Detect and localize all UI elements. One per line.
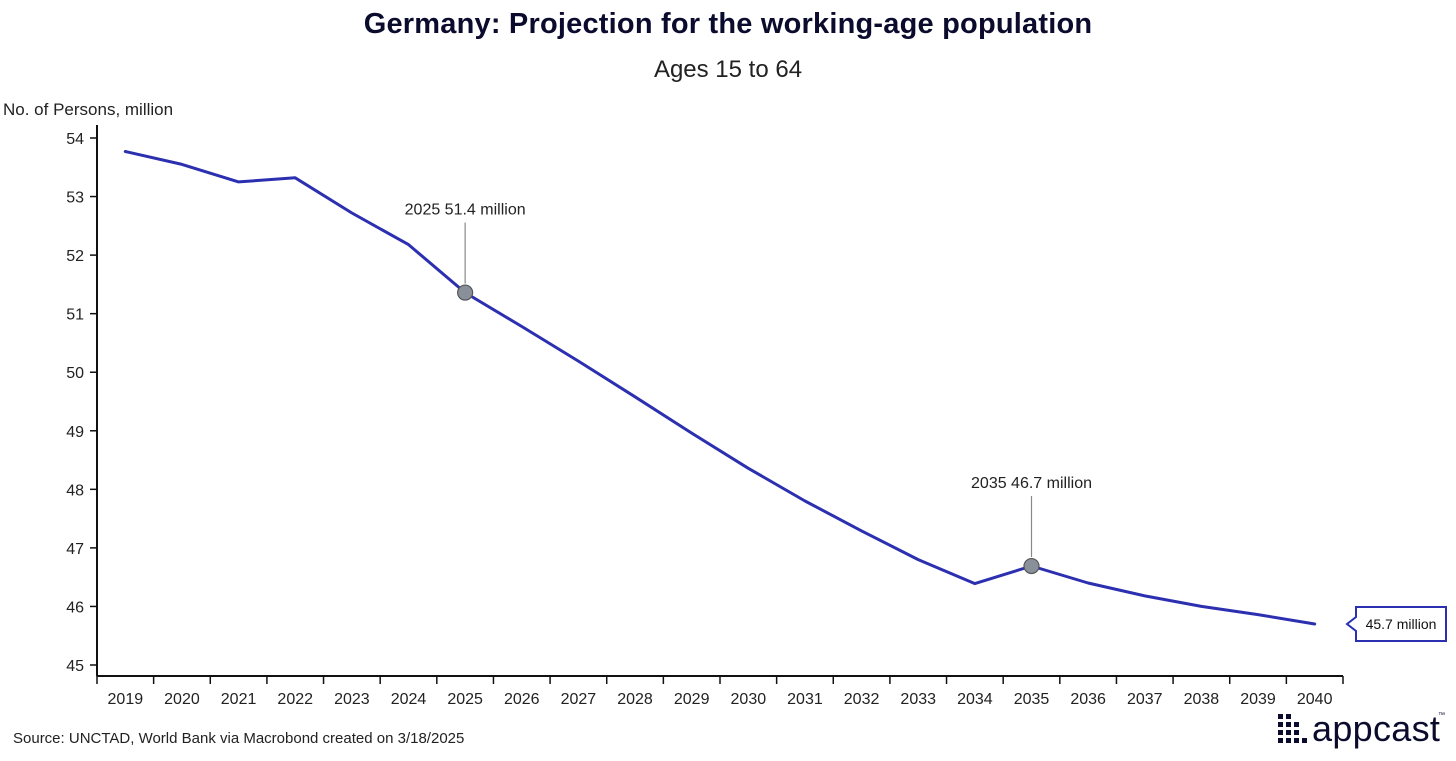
- annotation-label: 2035 46.7 million: [971, 475, 1092, 492]
- annotation-label: 2025 51.4 million: [405, 202, 526, 219]
- dot-grid-icon: [1278, 714, 1307, 743]
- x-tick-label: 2036: [1070, 691, 1106, 708]
- chart-title: Germany: Projection for the working-age …: [363, 8, 1093, 40]
- y-tick-label: 51: [66, 307, 84, 324]
- x-tick-label: 2027: [561, 691, 597, 708]
- x-tick-label: 2035: [1014, 691, 1050, 708]
- logo-wordmark: appcast: [1312, 708, 1441, 749]
- x-tick-label: 2038: [1184, 691, 1220, 708]
- end-value-label: 45.7 million: [1366, 616, 1437, 632]
- y-tick-label: 45: [66, 658, 84, 675]
- x-tick-label: 2040: [1297, 691, 1333, 708]
- x-tick-label: 2032: [844, 691, 880, 708]
- x-tick-label: 2034: [957, 691, 993, 708]
- y-tick-label: 48: [66, 482, 84, 499]
- x-tick-label: 2023: [334, 691, 370, 708]
- chart-subtitle: Ages 15 to 64: [653, 56, 803, 83]
- end-value-callout: [1345, 606, 1447, 643]
- x-tick-label: 2039: [1240, 691, 1276, 708]
- x-tick-label: 2024: [391, 691, 427, 708]
- y-tick-label: 47: [66, 541, 84, 558]
- y-tick-label: 46: [66, 599, 84, 616]
- y-axis-label: No. of Persons, million: [3, 100, 174, 119]
- appcast-logo: appcast ™: [1278, 708, 1448, 752]
- annotation-marker: [1023, 557, 1040, 575]
- x-tick-label: 2026: [504, 691, 540, 708]
- y-tick-label: 52: [66, 248, 84, 265]
- x-tick-label: 2020: [164, 691, 200, 708]
- x-tick-label: 2031: [787, 691, 823, 708]
- source-note: Source: UNCTAD, World Bank via Macrobond…: [13, 730, 465, 747]
- x-tick-label: 2021: [221, 691, 257, 708]
- x-tick-label: 2033: [900, 691, 936, 708]
- logo-trademark: ™: [1438, 712, 1445, 719]
- x-tick-label: 2037: [1127, 691, 1163, 708]
- x-tick-label: 2030: [731, 691, 767, 708]
- annotation-marker: [457, 284, 474, 301]
- x-tick-label: 2019: [108, 691, 144, 708]
- x-tick-label: 2029: [674, 691, 710, 708]
- y-tick-label: 50: [66, 365, 84, 382]
- x-tick-label: 2028: [617, 691, 653, 708]
- series-line: [123, 150, 1317, 626]
- x-tick-label: 2022: [277, 691, 313, 708]
- x-tick-label: 2025: [447, 691, 483, 708]
- y-tick-label: 54: [66, 131, 84, 148]
- y-tick-label: 53: [66, 190, 84, 207]
- y-tick-label: 49: [66, 424, 84, 441]
